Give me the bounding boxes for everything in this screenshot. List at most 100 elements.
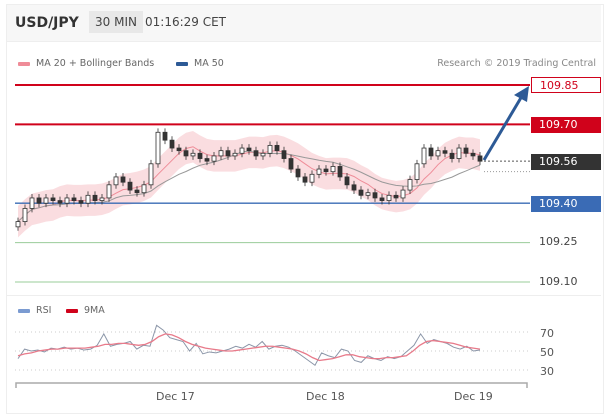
candle-body	[470, 152, 476, 157]
chart-widget	[6, 4, 604, 414]
candle-body	[148, 163, 154, 186]
ma50-label: MA 50	[194, 58, 224, 69]
x-label-dec19: Dec 19	[454, 390, 493, 403]
symbol-label: USD/JPY	[15, 15, 79, 31]
level-label-109.10: 109.10	[539, 275, 578, 288]
ma20-label: MA 20 + Bollinger Bands	[36, 58, 155, 69]
candle-body	[120, 176, 126, 183]
candle-body	[267, 145, 273, 154]
forecast-arrowhead-icon	[514, 86, 529, 102]
ma20-swatch	[18, 61, 30, 66]
candle-body	[260, 152, 266, 157]
level-label-109.40: 109.40	[531, 196, 601, 212]
candle-body	[400, 189, 406, 199]
candle-body	[414, 163, 420, 180]
x-label-dec18: Dec 18	[306, 390, 345, 403]
9ma-swatch	[66, 308, 78, 313]
candle-body	[442, 150, 448, 154]
legend-ma20: MA 20 + Bollinger Bands	[18, 58, 154, 69]
candle-body	[211, 155, 217, 162]
candle-body	[190, 152, 196, 157]
candle-body	[379, 197, 385, 201]
candle-body	[197, 152, 203, 159]
candle-body	[64, 197, 70, 204]
candle-body	[372, 192, 378, 199]
candle-body	[78, 200, 84, 204]
candle-body	[204, 158, 210, 162]
9ma-label: 9MA	[84, 305, 105, 316]
candle-body	[344, 176, 350, 186]
candle-body	[302, 176, 308, 183]
candle-body	[50, 197, 56, 201]
level-label-current: 109.56	[531, 154, 601, 170]
candle-body	[155, 131, 161, 165]
candle-body	[421, 147, 427, 165]
candle-body	[435, 150, 441, 157]
ma50-swatch	[176, 61, 188, 66]
candle-body	[239, 147, 245, 154]
rsi-swatch	[18, 308, 30, 313]
candle-body	[407, 179, 413, 191]
candle-body	[127, 181, 133, 191]
candle-body	[295, 168, 301, 178]
rsi-tick-70: 70	[540, 327, 554, 340]
candle-body	[162, 131, 168, 141]
rsi-tick-50: 50	[540, 346, 554, 359]
timestamp: 01:16:29 CET	[145, 15, 226, 29]
candle-body	[99, 197, 105, 201]
legend-ma50: MA 50	[176, 58, 224, 69]
candle-body	[463, 147, 469, 154]
level-label-109.70: 109.70	[531, 117, 601, 133]
panel-divider	[7, 295, 601, 296]
candle-body	[43, 197, 49, 204]
credit-text: Research © 2019 Trading Central	[437, 58, 596, 69]
candle-body	[29, 197, 35, 209]
candle-body	[106, 184, 112, 199]
candle-body	[134, 189, 140, 194]
candle-body	[169, 139, 175, 149]
candle-body	[113, 176, 119, 186]
candle-body	[232, 152, 238, 157]
candle-body	[358, 189, 364, 196]
level-label-109.85: 109.85	[531, 77, 601, 93]
chart-header: USD/JPY 30 MIN 01:16:29 CET	[7, 5, 601, 42]
rsi-ma-line	[17, 333, 481, 362]
candle-body	[22, 208, 28, 222]
candle-body	[141, 184, 147, 194]
candle-body	[365, 192, 371, 196]
level-label-109.25: 109.25	[539, 235, 578, 248]
legend-9ma: 9MA	[66, 305, 105, 316]
candle-body	[281, 150, 287, 159]
candle-body	[316, 168, 322, 175]
forecast-arrow	[482, 95, 524, 161]
rsi-tick-30: 30	[540, 365, 554, 378]
candle-body	[253, 150, 259, 157]
candle-body	[323, 168, 329, 173]
candle-body	[176, 147, 182, 152]
candle-body	[15, 221, 21, 228]
candle-body	[386, 194, 392, 201]
candle-body	[393, 194, 399, 199]
timeframe-button[interactable]: 30 MIN	[89, 11, 143, 33]
candle-body	[71, 197, 77, 201]
candle-body	[456, 147, 462, 159]
candle-body	[85, 194, 91, 204]
rsi-label: RSI	[36, 305, 52, 316]
candle-body	[337, 166, 343, 178]
candle-body	[449, 152, 455, 159]
candle-body	[351, 184, 357, 191]
candle-body	[36, 197, 42, 204]
candle-body	[274, 145, 280, 152]
rsi-line	[17, 324, 481, 366]
x-axis-scrollbar	[15, 382, 528, 388]
candle-body	[288, 158, 294, 170]
candle-body	[246, 147, 252, 152]
candle-body	[218, 150, 224, 157]
candle-body	[225, 150, 231, 157]
candle-body	[183, 150, 189, 157]
candle-body	[92, 194, 98, 201]
candle-body	[330, 166, 336, 173]
candle-body	[309, 173, 315, 183]
x-label-dec17: Dec 17	[156, 390, 195, 403]
